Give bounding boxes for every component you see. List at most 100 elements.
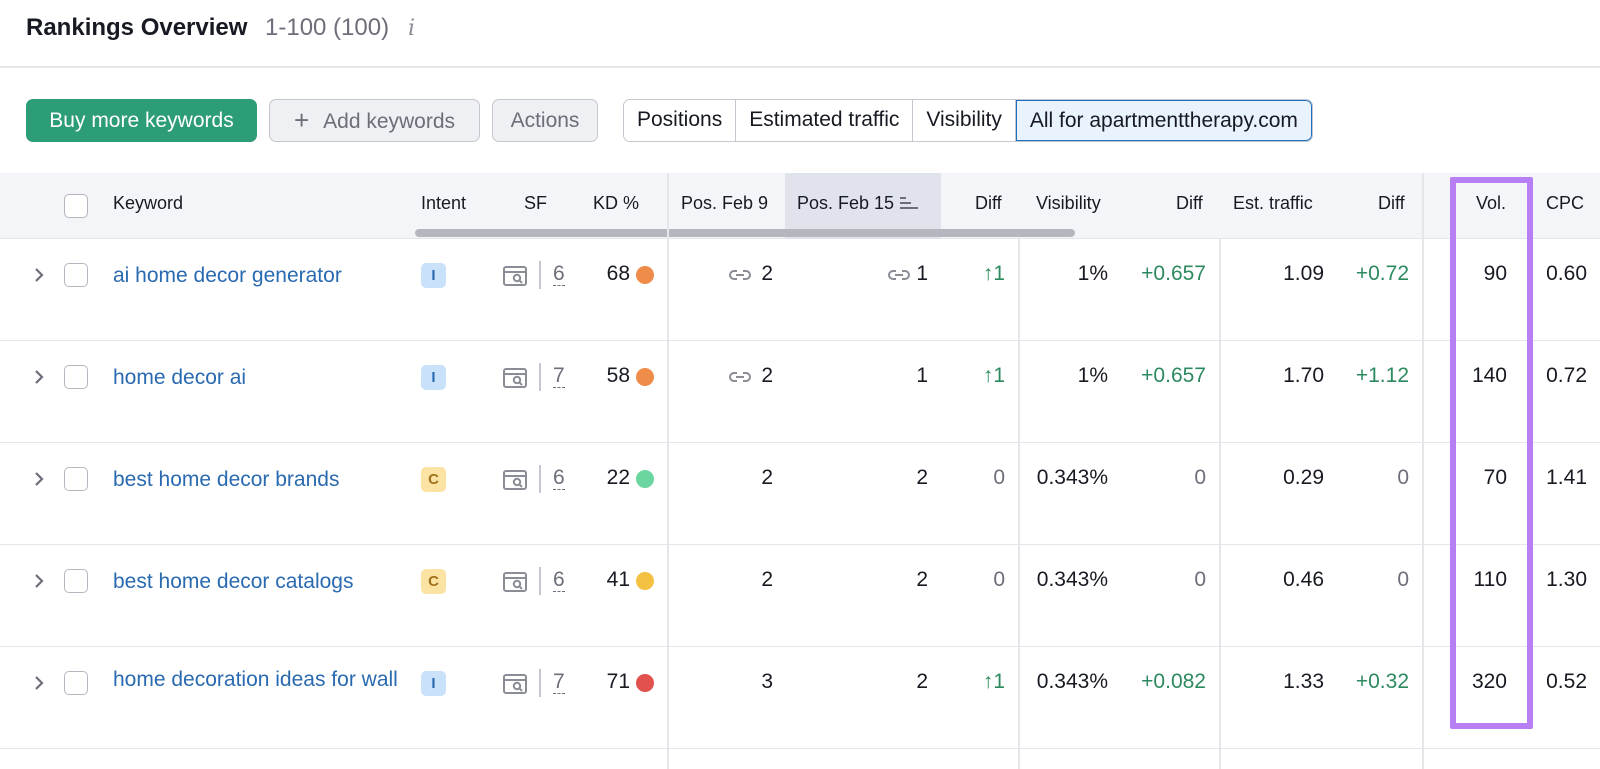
- position-feb15: 1: [916, 364, 928, 387]
- sf-count[interactable]: 6: [553, 262, 565, 286]
- position-feb9: 2: [761, 262, 773, 285]
- visibility-diff: +0.657: [1141, 262, 1206, 285]
- plus-icon: +: [293, 105, 310, 135]
- intent-badge: I: [421, 671, 446, 696]
- segment-positions[interactable]: Positions: [624, 100, 737, 141]
- table-row[interactable]: home decoration ideas for wall I 7 71 3 …: [0, 647, 1600, 749]
- visibility-value: 0.343%: [1036, 670, 1108, 693]
- add-keywords-button[interactable]: + Add keywords: [269, 99, 480, 142]
- row-checkbox[interactable]: [64, 365, 88, 389]
- kd-value: 41: [606, 568, 630, 591]
- rankings-table: Keyword Intent SF KD % Pos. Feb 9 Pos. F…: [0, 173, 1600, 769]
- column-volume[interactable]: Vol.: [1476, 193, 1507, 213]
- actions-button[interactable]: Actions: [492, 99, 598, 142]
- cpc-value: 1.30: [1546, 568, 1587, 591]
- visibility-value: 0.343%: [1036, 466, 1108, 489]
- kd-difficulty-dot: [636, 266, 654, 284]
- position-diff: ↑0: [955, 568, 1005, 592]
- column-pos-feb15-label: Pos. Feb 15: [797, 193, 895, 213]
- column-pos-feb9[interactable]: Pos. Feb 9: [681, 193, 769, 213]
- row-checkbox[interactable]: [64, 263, 88, 287]
- segment-estimated-traffic[interactable]: Estimated traffic: [736, 100, 914, 141]
- column-pos-feb15[interactable]: Pos. Feb 15: [797, 193, 919, 214]
- column-visibility[interactable]: Visibility: [1036, 193, 1101, 213]
- table-row[interactable]: home decor ai I 7 58 2 1 ↑1 1% +0.657 1.…: [0, 341, 1600, 443]
- serp-features-icon[interactable]: [503, 368, 527, 388]
- view-segmented-control: Positions Estimated traffic Visibility A…: [623, 99, 1313, 142]
- chevron-right-icon[interactable]: [32, 676, 46, 690]
- intent-badge: C: [421, 467, 446, 492]
- sf-count[interactable]: 6: [553, 568, 565, 592]
- traffic-diff: 0: [1397, 466, 1409, 489]
- sf-separator: [539, 567, 541, 595]
- volume-column-highlight: [1450, 177, 1533, 729]
- chevron-right-icon[interactable]: [32, 370, 46, 384]
- column-divider: [1219, 239, 1221, 769]
- visibility-value: 1%: [1077, 262, 1108, 285]
- cpc-value: 0.52: [1546, 670, 1587, 693]
- chevron-right-icon[interactable]: [32, 268, 46, 282]
- segment-visibility[interactable]: Visibility: [913, 100, 1016, 141]
- page-title: Rankings Overview: [26, 14, 248, 41]
- row-checkbox[interactable]: [64, 569, 88, 593]
- position-diff-value: 0: [993, 568, 1005, 591]
- buy-more-keywords-button[interactable]: Buy more keywords: [26, 99, 257, 142]
- traffic-diff: +0.32: [1355, 670, 1409, 693]
- select-all-checkbox[interactable]: [64, 194, 88, 218]
- keyword-link[interactable]: best home decor brands: [113, 468, 340, 491]
- sf-count[interactable]: 7: [553, 670, 565, 694]
- column-divider: [1018, 239, 1020, 769]
- column-pos-diff[interactable]: Diff: [975, 193, 1002, 213]
- table-row[interactable]: best home decor brands C 6 22 2 2 ↑0 0.3…: [0, 443, 1600, 545]
- visibility-diff: +0.657: [1141, 364, 1206, 387]
- keyword-link[interactable]: home decor ai: [113, 366, 247, 389]
- serp-features-icon[interactable]: [503, 572, 527, 592]
- keyword-link[interactable]: home decoration ideas for wall: [113, 668, 398, 691]
- serp-features-icon[interactable]: [503, 266, 527, 286]
- add-keywords-label: Add keywords: [323, 110, 456, 133]
- kd-difficulty-dot: [636, 572, 654, 590]
- volume-value: 140: [1471, 364, 1507, 387]
- row-checkbox[interactable]: [64, 671, 88, 695]
- position-feb9: 2: [761, 568, 773, 591]
- column-kd[interactable]: KD %: [593, 193, 640, 213]
- horizontal-scrollbar[interactable]: [415, 229, 1075, 237]
- arrow-up-icon: ↑: [982, 364, 994, 387]
- visibility-value: 1%: [1077, 364, 1108, 387]
- column-keyword[interactable]: Keyword: [113, 193, 184, 213]
- traffic-diff: +1.12: [1355, 364, 1409, 387]
- position-diff: ↑1: [955, 262, 1005, 286]
- table-row[interactable]: ai home decor generator I 6 68 2 1 ↑1 1%…: [0, 239, 1600, 341]
- segment-all-for-domain[interactable]: All for apartmenttherapy.com: [1015, 100, 1312, 141]
- row-checkbox[interactable]: [64, 467, 88, 491]
- visibility-diff: 0: [1194, 466, 1206, 489]
- info-icon[interactable]: i: [408, 16, 416, 41]
- chevron-right-icon[interactable]: [32, 574, 46, 588]
- keyword-link[interactable]: best home decor catalogs: [113, 570, 354, 593]
- column-traffic-diff[interactable]: Diff: [1378, 193, 1405, 213]
- kd-value: 68: [606, 262, 630, 285]
- column-intent[interactable]: Intent: [421, 193, 467, 213]
- column-cpc[interactable]: CPC: [1546, 193, 1585, 213]
- sf-count[interactable]: 7: [553, 364, 565, 388]
- column-est-traffic[interactable]: Est. traffic: [1233, 193, 1313, 213]
- sf-count[interactable]: 6: [553, 466, 565, 490]
- position-feb9: 2: [761, 364, 773, 387]
- position-diff: ↑1: [955, 364, 1005, 388]
- keyword-link[interactable]: ai home decor generator: [113, 264, 342, 287]
- arrow-up-icon: ↑: [982, 262, 994, 285]
- est-traffic-value: 0.46: [1283, 568, 1324, 591]
- serp-features-icon[interactable]: [503, 674, 527, 694]
- position-diff-value: 1: [993, 670, 1005, 693]
- table-row[interactable]: best home decor catalogs C 6 41 2 2 ↑0 0…: [0, 545, 1600, 647]
- cpc-value: 0.72: [1546, 364, 1587, 387]
- serp-features-icon[interactable]: [503, 470, 527, 490]
- sf-separator: [539, 465, 541, 493]
- column-sf[interactable]: SF: [524, 193, 548, 213]
- chevron-right-icon[interactable]: [32, 472, 46, 486]
- est-traffic-value: 1.33: [1283, 670, 1324, 693]
- column-visibility-diff[interactable]: Diff: [1176, 193, 1203, 213]
- position-feb15: 2: [916, 466, 928, 489]
- cpc-value: 0.60: [1546, 262, 1587, 285]
- position-diff-value: 1: [993, 262, 1005, 285]
